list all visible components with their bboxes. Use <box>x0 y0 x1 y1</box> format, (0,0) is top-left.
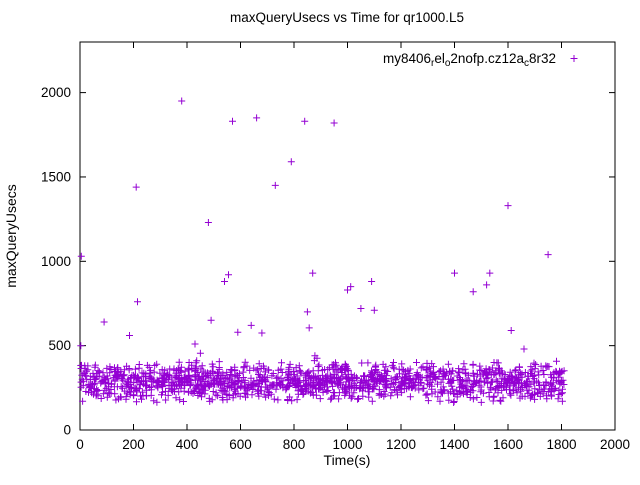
y-axis-label: maxQueryUsecs <box>3 184 19 287</box>
x-tick-label: 1200 <box>386 437 416 452</box>
x-tick-label: 800 <box>283 437 306 452</box>
y-tick-label: 2000 <box>41 85 71 100</box>
x-tick-label: 0 <box>76 437 84 452</box>
legend-plus-marker-icon <box>570 55 578 62</box>
data-points <box>77 97 568 406</box>
y-tick-label: 500 <box>48 338 71 353</box>
points-layer <box>77 97 568 406</box>
legend-label: my8406relo2nofp.cz12ac8r32 <box>383 51 556 69</box>
y-tick-label: 1500 <box>41 169 71 184</box>
x-tick-label: 200 <box>122 437 145 452</box>
x-tick-label: 600 <box>229 437 252 452</box>
x-axis-ticks: 0 200 400 600 800 1000 1200 1400 1600 1800 2000 <box>76 42 630 452</box>
x-tick-label: 2000 <box>600 437 630 452</box>
chart-title: maxQueryUsecs vs Time for qr1000.L5 <box>230 10 464 25</box>
x-tick-label: 1400 <box>439 437 469 452</box>
x-axis-label: Time(s) <box>324 452 371 468</box>
y-axis-ticks: 0 500 1000 1500 2000 <box>41 85 615 438</box>
y-tick-label: 0 <box>63 423 71 438</box>
y-tick-label: 1000 <box>41 254 71 269</box>
x-tick-label: 400 <box>176 437 199 452</box>
x-tick-label: 1600 <box>493 437 523 452</box>
x-tick-label: 1000 <box>332 437 362 452</box>
x-tick-label: 1800 <box>546 437 576 452</box>
legend: my8406relo2nofp.cz12ac8r32 <box>383 51 578 69</box>
